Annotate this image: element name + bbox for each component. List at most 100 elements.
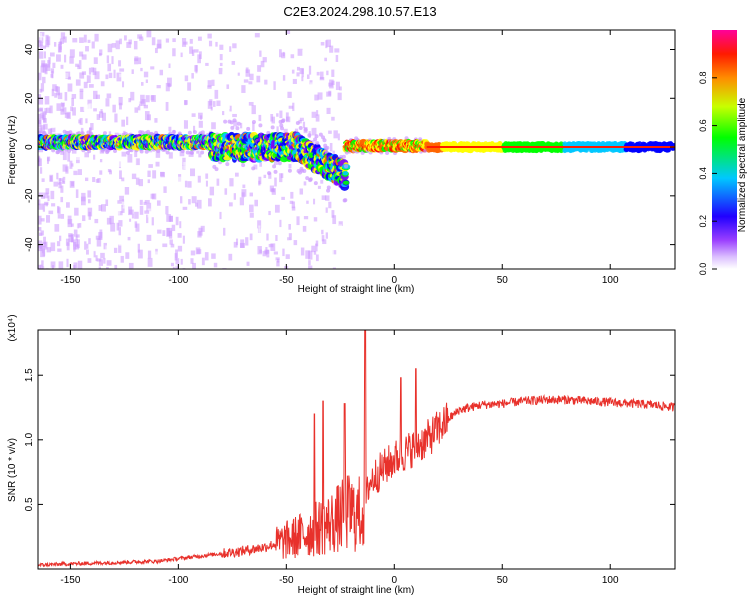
spectrogram-noise-cell xyxy=(105,76,108,84)
spectrogram-noise-cell xyxy=(315,254,319,262)
spectrogram-noise-cell xyxy=(191,196,197,204)
spectrogram-noise-cell xyxy=(145,79,148,83)
spectrogram-noise-cell xyxy=(234,172,239,177)
spectrogram-noise-cell xyxy=(239,231,242,240)
spectrogram-noise-cell xyxy=(257,220,262,229)
spectrogram-noise-cell xyxy=(38,98,44,105)
spectrogram-noise-cell xyxy=(100,81,105,87)
spectrogram-noise-cell xyxy=(38,108,43,112)
spectrogram-band-cell xyxy=(192,130,197,135)
spectrogram-noise-cell xyxy=(125,252,130,259)
spectrogram-noise-cell xyxy=(245,69,251,77)
spectrogram-band-cell xyxy=(236,121,241,126)
spectrogram-noise-cell xyxy=(268,210,271,216)
spectrogram-noise-cell xyxy=(219,62,223,67)
spectrogram-noise-cell xyxy=(229,46,232,52)
spectrogram-noise-cell xyxy=(55,86,59,92)
spectrogram-band-cell xyxy=(229,120,234,125)
spectrogram-noise-cell xyxy=(56,103,62,111)
spectrogram-noise-cell xyxy=(177,176,183,184)
spectrogram-noise-cell xyxy=(106,116,111,121)
spectrogram-noise-cell xyxy=(305,250,310,259)
spectrogram-noise-cell xyxy=(122,204,127,209)
spectrogram-noise-cell xyxy=(144,210,150,214)
spectrogram-noise-cell xyxy=(256,75,261,83)
spectrogram-noise-cell xyxy=(299,185,302,190)
spectrogram-noise-cell xyxy=(143,71,149,78)
spectrogram-noise-cell xyxy=(88,103,92,111)
spectrogram-band-cell xyxy=(339,154,344,159)
spectrogram-band-cell xyxy=(246,126,251,131)
spectrogram-noise-cell xyxy=(328,82,333,87)
spectrogram-noise-cell xyxy=(228,202,233,207)
spectrogram-noise-cell xyxy=(290,54,295,59)
spectrogram-noise-cell xyxy=(126,116,129,126)
spectrogram-noise-cell xyxy=(170,115,174,120)
spectrogram-noise-cell xyxy=(86,88,89,94)
spectrogram-band-cell xyxy=(281,118,286,123)
spectrogram-noise-cell xyxy=(99,170,103,175)
spectrogram-noise-cell xyxy=(235,238,239,246)
spectrogram-noise-cell xyxy=(75,63,79,67)
colorbar-tick-label: 0.4 xyxy=(698,167,708,180)
spectrogram-noise-cell xyxy=(44,201,49,206)
spectrogram-noise-cell xyxy=(60,185,64,193)
spectrogram-noise-cell xyxy=(245,67,249,73)
spectrogram-noise-cell xyxy=(180,196,183,204)
spectrogram-noise-cell xyxy=(198,153,202,158)
spectrogram-noise-cell xyxy=(292,78,297,84)
spectrogram-noise-cell xyxy=(197,231,202,238)
spectrogram-band-cell xyxy=(280,126,285,131)
spectrogram-noise-cell xyxy=(180,52,183,58)
spectrogram-noise-cell xyxy=(106,93,112,99)
spectrogram-noise-cell xyxy=(41,45,47,49)
spectrogram-noise-cell xyxy=(62,36,67,43)
spectrogram-cells xyxy=(38,30,675,269)
spectrogram-noise-cell xyxy=(313,217,318,222)
spectrogram-noise-cell xyxy=(218,255,224,261)
spectrogram-band-cell xyxy=(140,130,145,135)
spectrogram-noise-cell xyxy=(292,102,295,112)
spectrogram-noise-cell xyxy=(147,170,151,178)
spectrogram-noise-cell xyxy=(285,30,291,35)
spectrogram-band-cell xyxy=(87,149,92,154)
spectrogram-noise-cell xyxy=(165,38,170,43)
spectrogram-noise-cell xyxy=(75,244,80,250)
spectrogram-noise-cell xyxy=(64,92,68,101)
snr-y-label: SNR (10 * v/v) xyxy=(7,438,18,502)
spectrogram-noise-cell xyxy=(154,47,158,54)
spectrogram-noise-cell xyxy=(248,101,254,106)
spectrogram-noise-cell xyxy=(174,264,177,269)
spectrogram-noise-cell xyxy=(38,119,42,128)
spectrogram-noise-cell xyxy=(279,173,283,183)
spectrogram-noise-cell xyxy=(249,212,254,218)
spectrogram-noise-cell xyxy=(237,72,240,76)
spectrogram-noise-cell xyxy=(299,188,304,195)
snr-panel: -150 -100 -50 0 50 100 0.51.01.5 Height of st… xyxy=(7,314,676,596)
colorbar-tick-label: 0.6 xyxy=(698,119,708,132)
spectrogram-noise-cell xyxy=(60,108,64,115)
spectrogram-noise-cell xyxy=(231,61,236,65)
spectrogram-noise-cell xyxy=(45,188,50,195)
spectrogram-noise-cell xyxy=(134,148,138,158)
spectrogram-noise-cell xyxy=(56,54,61,62)
spectrogram-noise-cell xyxy=(133,40,138,50)
spectrogram-band-cell xyxy=(251,120,256,125)
spectrogram-noise-cell xyxy=(114,68,120,73)
spectrogram-noise-cell xyxy=(38,72,42,81)
spectrogram-band-cell xyxy=(241,163,246,168)
spectrogram-noise-cell xyxy=(131,62,135,68)
spectrogram-noise-cell xyxy=(53,42,57,47)
spectrogram-noise-cell xyxy=(273,81,276,90)
spectrogram-noise-cell xyxy=(334,48,340,53)
spectrogram-noise-cell xyxy=(121,151,127,157)
spectrogram-noise-cell xyxy=(38,94,42,99)
spectrogram-noise-cell xyxy=(69,160,73,169)
spectrogram-noise-cell xyxy=(283,191,286,201)
spectrogram-noise-cell xyxy=(210,106,213,111)
spectrogram-noise-cell xyxy=(53,181,58,187)
spectrogram-noise-cell xyxy=(47,60,50,68)
spectrogram-band-cell xyxy=(125,150,130,155)
spectrogram-noise-cell xyxy=(44,96,50,105)
spectrogram-noise-cell xyxy=(57,205,60,213)
